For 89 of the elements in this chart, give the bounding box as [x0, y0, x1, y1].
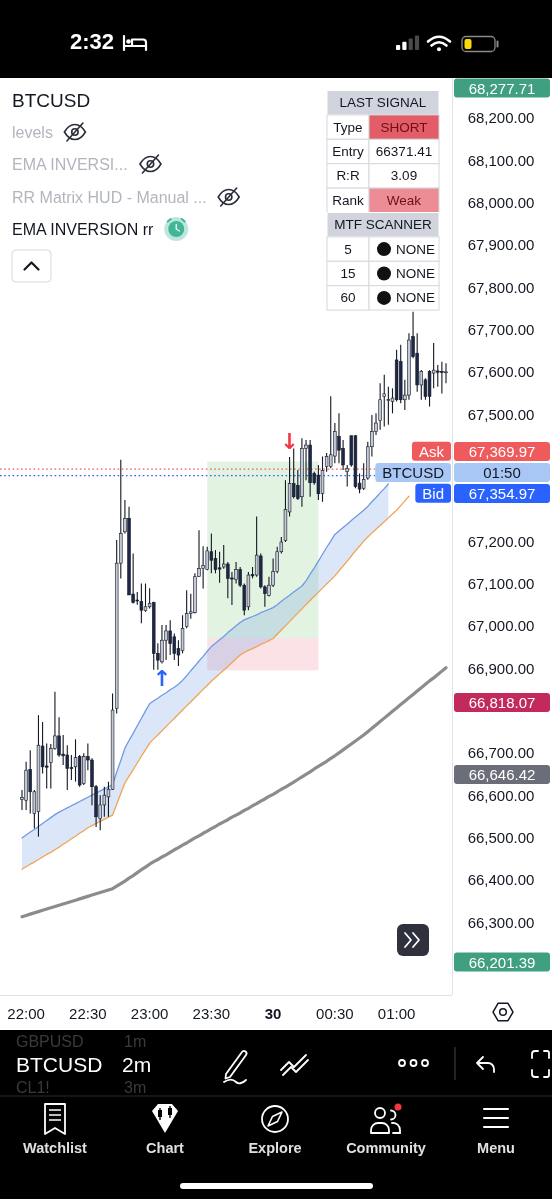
y-tick-label: 67,900.00	[467, 236, 535, 254]
annotation: NONE	[396, 241, 436, 257]
candlestick	[69, 754, 74, 781]
text: 66,646.42	[468, 766, 536, 783]
annotation: 60	[340, 290, 356, 306]
text: BTCUSD	[12, 90, 91, 111]
candlestick	[209, 532, 214, 574]
candlestick	[164, 624, 168, 661]
candlestick	[28, 749, 32, 814]
y-tick-label: 67,100.00	[467, 574, 535, 592]
text: 2:32	[69, 29, 115, 54]
candlestick	[444, 362, 448, 384]
annotation: 15	[340, 266, 356, 281]
candlestick	[73, 738, 78, 783]
x-tick-label: 30	[264, 1004, 282, 1022]
annotation: 3.09	[390, 168, 418, 184]
annotation: Rank	[332, 192, 365, 208]
text: 67,354.97	[468, 485, 536, 502]
annotation: NONE	[396, 266, 436, 281]
candlestick	[440, 361, 444, 394]
text: CL1!	[16, 1079, 50, 1096]
text: 67,369.97	[468, 443, 536, 460]
x-tick-label: 23:00	[130, 1004, 169, 1022]
ref-line-label: Ask	[418, 442, 445, 460]
text: 2m	[122, 1053, 152, 1076]
annotation: Weak	[386, 192, 422, 208]
annotation: levels	[12, 124, 53, 141]
x-tick-label: 23:30	[192, 1004, 231, 1022]
x-tick-label: 01:00	[377, 1004, 416, 1022]
candlestick	[378, 382, 382, 431]
text: Watchlist	[23, 1140, 88, 1156]
text: 66,201.39	[468, 953, 536, 971]
annotation: SHORT	[380, 119, 428, 135]
candlestick	[143, 582, 148, 613]
annotation: EMA INVERSI...	[12, 156, 128, 173]
line-series	[20, 666, 448, 919]
annotation: ↑	[152, 666, 172, 692]
y-tick-label: 66,300.00	[467, 913, 535, 931]
x-tick-label: 00:30	[316, 1004, 354, 1022]
y-tick-label: 66,600.00	[467, 786, 535, 804]
text: Community	[346, 1140, 426, 1156]
y-tick-label: 67,700.00	[467, 320, 535, 338]
annotation: EMA INVERSION rr	[12, 221, 155, 238]
annotation: LAST SIGNAL	[339, 95, 427, 111]
text: 66,818.07	[468, 694, 536, 711]
annotation: R:R	[336, 168, 360, 184]
y-tick-label: 67,500.00	[467, 405, 535, 423]
candlestick	[316, 464, 321, 501]
text: 3m	[124, 1079, 147, 1096]
annotation: Type	[333, 119, 363, 135]
text: 01:50	[483, 464, 521, 481]
candlestick	[320, 455, 325, 503]
x-tick-label: 22:00	[7, 1004, 45, 1022]
x-tick-label: 22:30	[69, 1004, 107, 1022]
y-tick-label: 66,700.00	[467, 744, 535, 762]
text: Explore	[248, 1140, 302, 1156]
text: 68,277.71	[468, 79, 536, 97]
annotation: MTF SCANNER	[334, 217, 432, 233]
text: GBPUSD	[16, 1033, 84, 1050]
y-tick-label: 67,600.00	[467, 363, 535, 381]
y-tick-label: 66,500.00	[467, 829, 535, 847]
text: 1m	[124, 1033, 147, 1050]
y-tick-label: 66,400.00	[467, 871, 535, 889]
annotation: Entry	[332, 144, 364, 159]
y-tick-label: 68,200.00	[467, 109, 535, 127]
candlestick	[168, 619, 172, 656]
candlestick	[382, 374, 386, 427]
ref-line-label: Bid	[422, 484, 444, 502]
annotation: ↓	[280, 429, 299, 455]
candlestick	[184, 589, 189, 629]
candlestick	[45, 742, 49, 789]
y-tick-label: 67,200.00	[467, 532, 535, 550]
y-tick-label: 68,100.00	[467, 151, 535, 169]
annotation: NONE	[396, 290, 436, 306]
text: Menu	[477, 1140, 515, 1156]
y-tick-label: 68,000.00	[467, 193, 535, 211]
y-tick-label: 67,800.00	[467, 278, 535, 296]
y-tick-label: 66,900.00	[467, 659, 535, 677]
annotation: 66371.41	[375, 144, 433, 159]
annotation: BTCUSD	[382, 464, 445, 481]
candlestick	[160, 624, 164, 665]
text: BTCUSD	[16, 1053, 103, 1076]
text: Chart	[146, 1140, 185, 1156]
annotation: RR Matrix HUD - Manual ...	[12, 189, 207, 206]
candlestick	[139, 582, 144, 624]
candlestick	[61, 734, 65, 766]
candlestick	[329, 395, 333, 469]
annotation: 5	[344, 241, 352, 257]
y-tick-label: 67,000.00	[467, 617, 535, 635]
